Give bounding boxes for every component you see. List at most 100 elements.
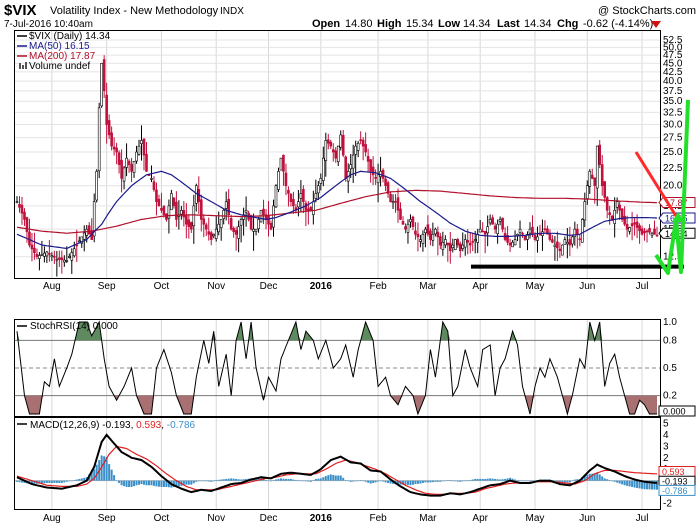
macd-histogram-bar (558, 480, 561, 483)
macd-histogram-bar (157, 480, 160, 487)
legend-vix: $VIX (Daily) 14.34 (29, 31, 111, 42)
macd-histogram-bar (108, 464, 111, 481)
price-bar-body (30, 244, 34, 250)
last-value-tag-text: -0.193 (662, 477, 688, 487)
y-tick-label: 20.0 (663, 181, 683, 192)
price-bar-body (125, 157, 128, 168)
price-bar-body (95, 171, 98, 201)
macd-histogram-bar (382, 480, 385, 482)
macd-histogram-bar (314, 478, 317, 481)
price-bar-body (63, 259, 66, 263)
macd-histogram-bar (501, 479, 504, 481)
macd-histogram-bar (436, 480, 439, 482)
macd-histogram-bar (265, 480, 268, 481)
macd-histogram-bar (237, 479, 240, 481)
x-tick-label: Jul (636, 513, 649, 524)
macd-histogram-bar (143, 480, 146, 485)
macd-histogram-bar (162, 480, 165, 487)
forecast-arrowhead-icon (672, 212, 684, 222)
x-tick-label: May (526, 513, 545, 524)
macd-histogram-bar (222, 479, 225, 481)
macd-histogram-bar (324, 476, 327, 481)
price-bar-body (374, 177, 377, 179)
price-bar-body (45, 251, 49, 257)
macd-histogram-bar (387, 480, 390, 483)
price-bar-body (249, 215, 253, 230)
macd-histogram-bar (175, 480, 178, 487)
price-bar-body (140, 140, 143, 144)
x-tick-label: Mar (419, 513, 437, 524)
macd-histogram-bar (33, 480, 36, 484)
price-bar-body (77, 240, 81, 243)
macd-histogram-bar (444, 480, 447, 482)
price-bar-body (222, 209, 225, 219)
macd-histogram-bar (182, 480, 185, 486)
price-bar-body (329, 141, 333, 147)
price-bar-body (578, 238, 582, 241)
macd-histogram-bar (147, 480, 150, 486)
price-bar-body (396, 197, 400, 211)
macd-histogram-bar (414, 480, 417, 485)
price-bar-body (431, 233, 435, 241)
macd-histogram-bar (172, 480, 175, 487)
legend-ma50: MA(50) 16.15 (29, 41, 90, 52)
last-label: Last (497, 18, 520, 30)
macd-histogram-bar (461, 480, 464, 482)
macd-histogram-bar (469, 480, 472, 481)
macd-histogram-bar (466, 480, 469, 481)
price-bar-body (336, 145, 340, 162)
price-bar-body (473, 239, 477, 241)
macd-histogram-bar (337, 475, 340, 481)
price-bar-body (421, 233, 425, 244)
macd-histogram-bar (641, 480, 644, 489)
price-bar-body (486, 226, 489, 234)
price-bar-body (82, 232, 86, 240)
macd-histogram-bar (631, 480, 634, 487)
macd-histogram-bar (648, 480, 651, 490)
price-bar-body (561, 244, 564, 256)
macd-histogram-bar (364, 480, 367, 482)
price-bar-body (623, 215, 626, 225)
price-bar-body (43, 252, 46, 257)
macd-histogram-bar (100, 455, 103, 481)
macd-histogram-bar (309, 480, 312, 482)
price-bar-body (481, 230, 484, 233)
macd-histogram-bar (456, 480, 459, 482)
y-tick-label: 40.0 (663, 76, 683, 87)
price-bar-body (628, 227, 631, 232)
price-bar-body (97, 107, 101, 172)
macd-histogram-bar (128, 480, 131, 487)
macd-histogram-bar (404, 480, 407, 485)
stochrsi-layer (16, 320, 657, 416)
price-bar-body (309, 207, 313, 211)
macd-histogram-bar (566, 480, 569, 483)
price-bar-body (120, 159, 123, 179)
price-bar-body (314, 193, 318, 199)
price-bar-body (356, 142, 360, 151)
price-bar-body (546, 228, 549, 235)
macd-histogram-bar (95, 464, 98, 481)
price-bar-body (297, 201, 300, 208)
price-bar-body (511, 242, 514, 248)
macd-histogram-bar (596, 472, 599, 481)
macd-histogram-bar (611, 480, 614, 482)
price-bar-body (100, 62, 103, 107)
price-bar-body (633, 222, 636, 225)
price-bar-body (449, 242, 452, 252)
symbol: $VIX (4, 2, 37, 19)
macd-histogram-bar (409, 480, 412, 486)
price-bar-body (312, 201, 315, 215)
macd-histogram-bar (202, 480, 205, 482)
price-bar-body (132, 161, 136, 173)
macd-histogram-bar (115, 480, 118, 482)
macd-histogram-bar (643, 480, 646, 490)
stochrsi-oversold-fill (17, 395, 657, 414)
macd-histogram-bar (342, 477, 345, 481)
y-tick-label: 47.5 (663, 50, 683, 61)
price-bar-body (105, 94, 108, 125)
x-tick-label: Feb (369, 281, 387, 292)
macd-histogram-bar (454, 480, 457, 482)
macd-histogram-bar (43, 480, 46, 484)
macd-histogram-bar (606, 479, 609, 481)
macd-histogram-bar (603, 478, 606, 481)
